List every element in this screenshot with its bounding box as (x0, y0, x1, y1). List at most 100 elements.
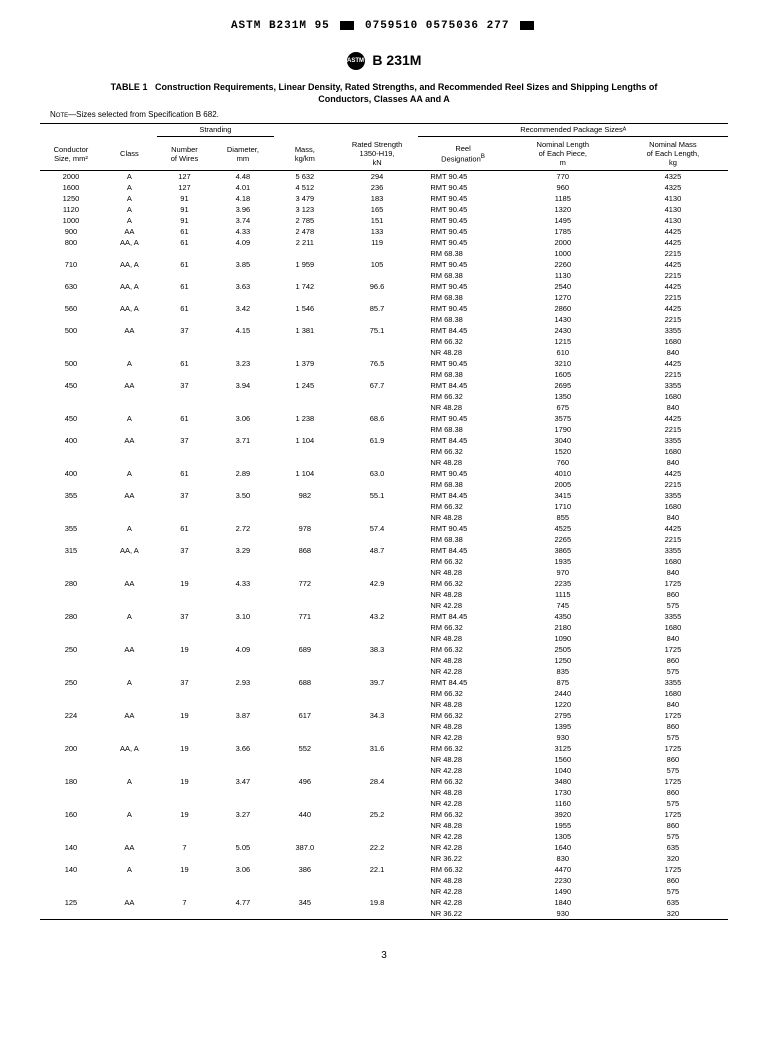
table-cell: 4.18 (212, 193, 274, 204)
table-cell (336, 699, 419, 710)
table-cell: 2265 (508, 534, 618, 545)
table-cell (212, 457, 274, 468)
table-cell: 2430 (508, 325, 618, 336)
table-cell: NR 42.28 (418, 600, 507, 611)
table-cell: 830 (508, 853, 618, 864)
table-cell: RM 68.38 (418, 270, 507, 281)
table-cell (212, 765, 274, 776)
table-cell: RM 66.32 (418, 622, 507, 633)
table-cell: 575 (618, 765, 728, 776)
table-cell: 4 512 (274, 182, 336, 193)
table-row: NR 48.281730860 (40, 787, 728, 798)
table-cell (274, 875, 336, 886)
table-cell: 860 (618, 754, 728, 765)
table-cell: RMT 90.45 (418, 226, 507, 237)
table-cell (274, 512, 336, 523)
table-cell: 635 (618, 897, 728, 908)
table-cell (157, 831, 212, 842)
table-row: 224AA193.8761734.3RM 66.3227951725 (40, 710, 728, 721)
table-cell: 4010 (508, 468, 618, 479)
table-cell: NR 42.28 (418, 897, 507, 908)
table-cell: 930 (508, 732, 618, 743)
table-cell: 4425 (618, 358, 728, 369)
table-row: 1600A1274.014 512236RMT 90.459604325 (40, 182, 728, 193)
table-cell: 3.47 (212, 776, 274, 787)
table-cell: 2260 (508, 259, 618, 270)
table-cell: 61 (157, 237, 212, 248)
table-cell: 1430 (508, 314, 618, 325)
table-row: NR 42.28835575 (40, 666, 728, 677)
table-cell (336, 292, 419, 303)
table-cell: 710 (40, 259, 102, 270)
table-cell (212, 633, 274, 644)
table-cell (102, 831, 157, 842)
table-cell: 19 (157, 864, 212, 875)
table-row: 250A372.9368839.7RMT 84.458753355 (40, 677, 728, 688)
table-cell (40, 622, 102, 633)
table-cell (274, 501, 336, 512)
table-cell: A (102, 809, 157, 820)
table-cell: AA (102, 380, 157, 391)
table-cell: 1040 (508, 765, 618, 776)
table-cell: 4470 (508, 864, 618, 875)
table-cell: RM 68.38 (418, 534, 507, 545)
table-row: RM 68.3820052215 (40, 479, 728, 490)
table-cell (40, 589, 102, 600)
table-row: NR 48.28610840 (40, 347, 728, 358)
table-cell: RM 68.38 (418, 369, 507, 380)
table-cell (40, 633, 102, 644)
table-cell: 2215 (618, 369, 728, 380)
table-cell: 4425 (618, 523, 728, 534)
table-cell: 1250 (40, 193, 102, 204)
table-cell (336, 314, 419, 325)
table-title-2: Conductors, Classes AA and A (40, 94, 728, 104)
table-cell: 4.09 (212, 237, 274, 248)
table-cell: RMT 90.45 (418, 215, 507, 226)
table-cell (212, 369, 274, 380)
col-strength: Rated Strength1350-H19,kN (336, 137, 419, 171)
table-cell: A (102, 215, 157, 226)
table-cell: 386 (274, 864, 336, 875)
table-cell: 4.15 (212, 325, 274, 336)
table-cell: 1680 (618, 391, 728, 402)
table-cell: 1000 (40, 215, 102, 226)
table-cell (157, 732, 212, 743)
table-cell (274, 732, 336, 743)
table-cell: 22.1 (336, 864, 419, 875)
table-cell: 294 (336, 171, 419, 183)
table-cell: 1710 (508, 501, 618, 512)
table-cell: 978 (274, 523, 336, 534)
table-cell: 5.05 (212, 842, 274, 853)
table-row: RM 68.3816052215 (40, 369, 728, 380)
table-cell (157, 424, 212, 435)
table-cell: 450 (40, 413, 102, 424)
table-cell: 440 (274, 809, 336, 820)
table-cell (40, 369, 102, 380)
table-cell (274, 457, 336, 468)
table-cell (336, 556, 419, 567)
table-cell: 4.09 (212, 644, 274, 655)
table-cell (157, 754, 212, 765)
table-cell: 75.1 (336, 325, 419, 336)
table-cell: NR 48.28 (418, 347, 507, 358)
table-cell (274, 765, 336, 776)
table-cell (212, 270, 274, 281)
table-cell: RMT 84.45 (418, 545, 507, 556)
table-cell (102, 369, 157, 380)
table-cell (212, 699, 274, 710)
table-cell: 61 (157, 259, 212, 270)
table-cell: 37 (157, 490, 212, 501)
col-reel: ReelDesignationB (418, 137, 507, 171)
table-cell (274, 270, 336, 281)
black-box-icon (340, 21, 354, 30)
table-cell: 3.27 (212, 809, 274, 820)
table-cell (102, 567, 157, 578)
table-cell: AA, A (102, 545, 157, 556)
table-cell: 1790 (508, 424, 618, 435)
table-cell (212, 853, 274, 864)
table-cell: A (102, 413, 157, 424)
table-cell: A (102, 171, 157, 183)
table-cell (274, 622, 336, 633)
table-cell: 140 (40, 864, 102, 875)
table-cell: 1130 (508, 270, 618, 281)
